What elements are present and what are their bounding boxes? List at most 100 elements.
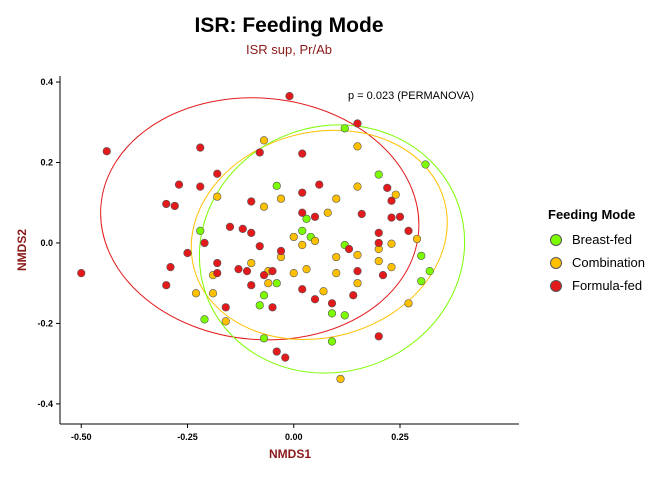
point-formula-fed <box>102 147 111 156</box>
point-formula-fed <box>200 238 209 248</box>
chart-subtitle: ISR sup, Pr/Ab <box>246 42 332 57</box>
point-combination <box>247 258 256 268</box>
point-combination <box>289 232 298 242</box>
point-combination <box>302 265 311 274</box>
point-combination <box>332 194 341 203</box>
point-breast-fed <box>259 291 269 300</box>
point-formula-fed <box>221 303 230 312</box>
point-combination <box>404 299 413 308</box>
point-formula-fed <box>242 267 252 276</box>
point-formula-fed <box>166 262 175 272</box>
y-tick-label: 0.2 <box>40 157 53 167</box>
x-axis-title: NMDS1 <box>269 447 311 461</box>
y-tick-label: -0.4 <box>37 399 53 409</box>
confidence-ellipses <box>100 97 466 374</box>
point-formula-fed <box>272 347 281 356</box>
legend-label-formula-fed: Formula-fed <box>572 278 643 293</box>
point-formula-fed <box>268 267 277 276</box>
point-formula-fed <box>395 212 405 221</box>
point-formula-fed <box>298 149 307 158</box>
point-formula-fed <box>276 246 286 256</box>
point-formula-fed <box>247 197 256 206</box>
point-combination <box>213 192 222 201</box>
point-combination <box>259 202 269 211</box>
point-breast-fed <box>327 309 337 318</box>
point-combination <box>191 289 201 298</box>
point-formula-fed <box>213 258 222 268</box>
point-breast-fed <box>340 311 349 320</box>
point-combination <box>353 250 362 260</box>
point-combination <box>323 208 332 217</box>
point-combination <box>353 142 362 151</box>
point-formula-fed <box>213 269 222 278</box>
point-formula-fed <box>162 281 171 290</box>
point-breast-fed <box>272 279 281 288</box>
point-breast-fed <box>196 226 205 235</box>
legend-item-combination: Combination <box>548 251 645 274</box>
point-formula-fed <box>404 226 413 235</box>
point-formula-fed <box>174 180 184 189</box>
point-formula-fed <box>374 332 383 341</box>
point-combination <box>276 194 286 203</box>
ellipse-combination <box>190 129 448 341</box>
point-formula-fed <box>387 196 396 205</box>
point-breast-fed <box>302 214 311 223</box>
legend-key-formula-fed <box>550 279 562 292</box>
legend-title: Feeding Mode <box>548 207 636 222</box>
point-formula-fed <box>234 265 243 274</box>
point-combination <box>259 136 269 145</box>
point-combination <box>391 190 400 199</box>
ticks: -0.50 -0.25 0.00 0.25 -0.4 -0.2 0.0 0.2 0.4 <box>37 77 408 442</box>
point-formula-fed <box>298 208 307 217</box>
y-tick-label: -0.2 <box>37 318 53 328</box>
point-formula-fed <box>268 303 277 312</box>
point-formula-fed <box>225 222 235 231</box>
point-formula-fed <box>259 271 269 280</box>
point-breast-fed <box>340 124 349 133</box>
point-combination <box>387 239 396 248</box>
point-breast-fed <box>200 315 209 324</box>
point-formula-fed <box>378 271 388 280</box>
legend-label-breast-fed: Breast-fed <box>572 232 632 247</box>
point-formula-fed <box>170 201 179 211</box>
point-breast-fed <box>327 337 337 346</box>
point-combination <box>387 262 396 272</box>
point-formula-fed <box>387 213 396 222</box>
point-formula-fed <box>247 281 256 290</box>
x-tick-label: -0.50 <box>71 432 92 442</box>
point-combination <box>310 236 320 246</box>
point-combination <box>374 256 383 266</box>
point-formula-fed <box>349 291 358 300</box>
point-formula-fed <box>213 169 222 178</box>
point-formula-fed <box>285 92 294 101</box>
point-combination <box>208 289 218 298</box>
point-formula-fed <box>196 143 205 152</box>
legend-item-formula-fed: Formula-fed <box>548 274 645 297</box>
point-breast-fed <box>272 181 281 190</box>
point-formula-fed <box>183 248 192 258</box>
point-combination <box>332 269 341 278</box>
point-breast-fed <box>421 160 430 169</box>
legend: Feeding Mode Breast-fed Combination Form… <box>548 207 645 297</box>
chart-title: ISR: Feeding Mode <box>194 14 384 37</box>
point-formula-fed <box>255 148 264 157</box>
point-formula-fed <box>374 238 383 248</box>
data-points <box>77 92 434 384</box>
point-formula-fed <box>298 285 307 294</box>
point-formula-fed <box>162 199 171 209</box>
point-formula-fed <box>298 188 307 197</box>
y-tick-label: 0.0 <box>40 238 53 248</box>
point-formula-fed <box>353 119 362 128</box>
legend-key-combination <box>550 256 562 269</box>
point-formula-fed <box>315 180 324 189</box>
point-combination <box>221 317 230 326</box>
point-combination <box>336 374 345 384</box>
point-combination <box>298 240 307 250</box>
y-axis-title: NMDS2 <box>15 229 29 271</box>
point-formula-fed <box>310 212 320 221</box>
point-formula-fed <box>353 267 362 276</box>
point-formula-fed <box>255 242 264 251</box>
legend-label-combination: Combination <box>572 255 645 270</box>
point-formula-fed <box>238 224 247 233</box>
